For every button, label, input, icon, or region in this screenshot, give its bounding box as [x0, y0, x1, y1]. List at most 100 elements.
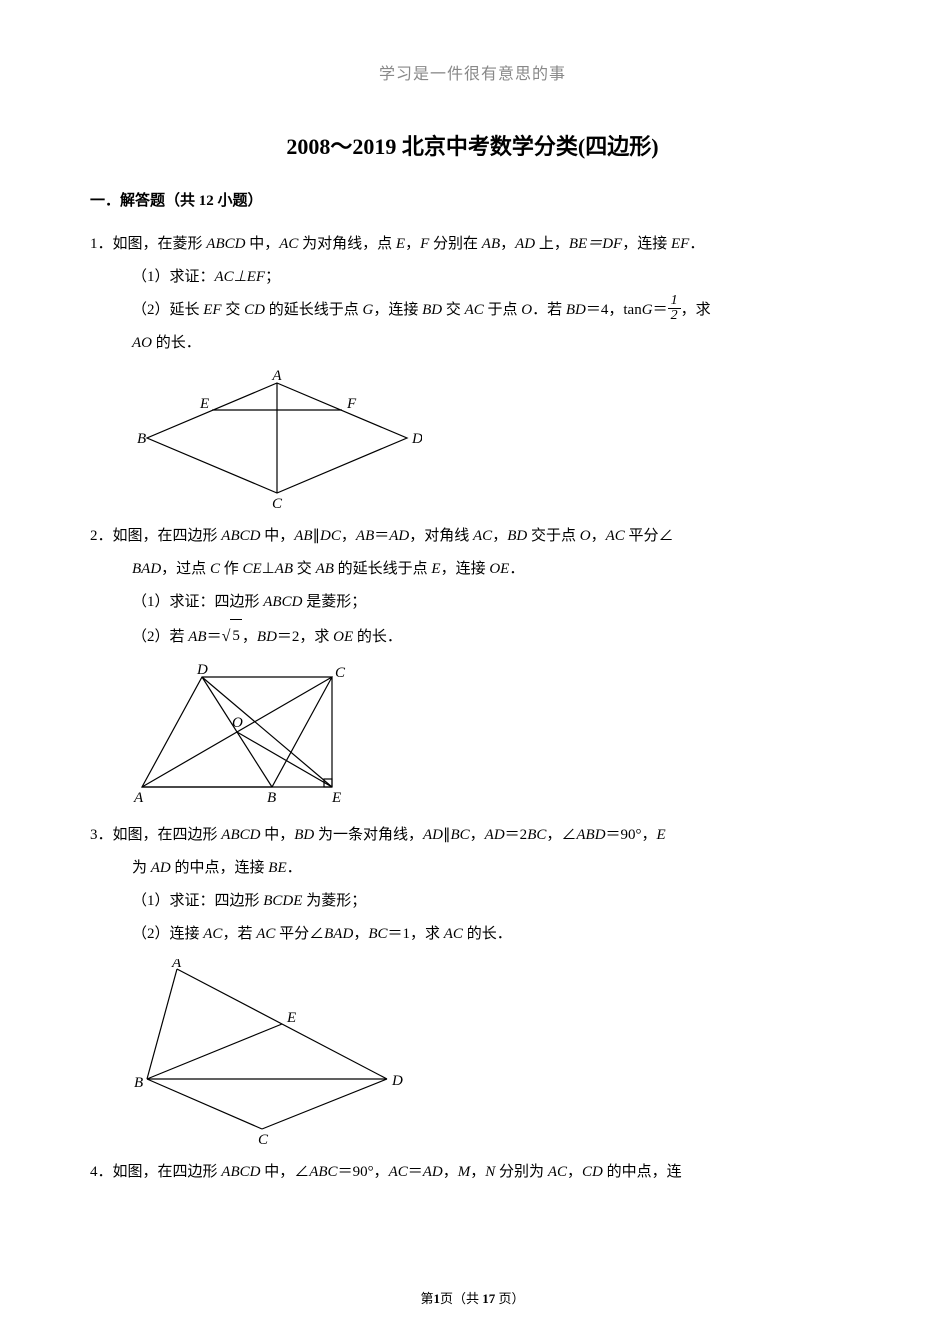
t: OE [333, 629, 353, 645]
t: BE＝DF [569, 236, 622, 252]
t: ， [591, 528, 606, 544]
t: AB [316, 561, 334, 577]
p1-sub1: （1）求证：AC⊥EF； [90, 261, 855, 294]
t: F [420, 236, 429, 252]
p3-sub2: （2）连接 AC，若 AC 平分∠BAD，BC＝1，求 AC 的长． [90, 918, 855, 951]
t: AC⊥EF [215, 269, 266, 285]
p1-sub2: （2）延长 EF 交 CD 的延长线于点 G，连接 BD 交 AC 于点 O．若… [90, 294, 855, 327]
t: AB [275, 561, 293, 577]
t: ， [492, 528, 507, 544]
t: ＝ [653, 302, 668, 318]
svg-text:A: A [133, 790, 144, 806]
t: 交于点 [527, 528, 580, 544]
t: ， [567, 1164, 582, 1180]
t: ． [689, 236, 704, 252]
t: BD [507, 528, 527, 544]
t: 如图，在四边形 [113, 528, 222, 544]
t: 第 [420, 1291, 433, 1306]
sqrt: 5 [222, 619, 242, 654]
t: ，若 [222, 926, 256, 942]
t: ．若 [532, 302, 566, 318]
svg-text:A: A [171, 959, 182, 971]
t: ． [509, 561, 524, 577]
svg-text:C: C [258, 1132, 269, 1144]
denominator: 2 [668, 309, 681, 323]
t: ＝4，tan [586, 302, 642, 318]
p4-num: 4． [90, 1164, 113, 1180]
t: BD [257, 629, 277, 645]
t: 的延长线于点 [334, 561, 432, 577]
t: AC [606, 528, 625, 544]
t: AB [294, 528, 312, 544]
t: （1）求证：四边形 [132, 594, 263, 610]
t: 的长． [353, 629, 402, 645]
svg-text:C: C [335, 665, 346, 681]
t: （1）求证： [132, 269, 215, 285]
t: 如图，在四边形 [113, 1164, 222, 1180]
p1-num: 1． [90, 236, 113, 252]
problem-2: 2．如图，在四边形 ABCD 中，AB∥DC，AB＝AD，对角线 AC，BD 交… [90, 520, 855, 807]
t: ，连接 [373, 302, 422, 318]
t: 如图，在菱形 [113, 236, 207, 252]
svg-text:B: B [137, 431, 146, 447]
t: 为 [132, 860, 151, 876]
t: 为对角线，点 [298, 236, 396, 252]
figure-3: A B D E C [132, 959, 855, 1144]
t: ； [265, 269, 280, 285]
t: CE [242, 561, 261, 577]
t: 中，∠ [260, 1164, 309, 1180]
t: ABCD [221, 528, 260, 544]
t: AC [444, 926, 463, 942]
t: ⊥ [262, 561, 275, 577]
t: 中， [245, 236, 279, 252]
t: ，对角线 [409, 528, 473, 544]
t: 为一条对角线， [314, 827, 423, 843]
t: AC [203, 926, 222, 942]
svg-text:D: D [196, 662, 208, 678]
svg-text:A: A [271, 368, 282, 384]
t: 中， [260, 827, 294, 843]
svg-text:B: B [134, 1075, 143, 1091]
t: ， [470, 1164, 485, 1180]
p3-sub1: （1）求证：四边形 BCDE 为菱形； [90, 885, 855, 918]
t: 中， [260, 528, 294, 544]
t: 页（共 [440, 1291, 482, 1306]
t: 交 [293, 561, 316, 577]
svg-text:E: E [331, 790, 341, 806]
t: ＝1，求 [388, 926, 444, 942]
t: BC [527, 827, 546, 843]
t: ． [287, 860, 302, 876]
t: ＝ [374, 528, 389, 544]
t: BD [294, 827, 314, 843]
t: BC [368, 926, 387, 942]
t: AC [465, 302, 484, 318]
t: ， [470, 827, 485, 843]
t: AC [389, 1164, 408, 1180]
t: AO [132, 335, 152, 351]
t: 平分∠ [625, 528, 674, 544]
t: AC [256, 926, 275, 942]
t: 的中点，连接 [171, 860, 269, 876]
t: CD [582, 1164, 603, 1180]
t: 于点 [484, 302, 522, 318]
svg-text:E: E [199, 396, 209, 412]
t: ，连接 [622, 236, 671, 252]
t: O [580, 528, 591, 544]
t: O [521, 302, 532, 318]
t: E [431, 561, 440, 577]
t: ， [443, 1164, 458, 1180]
t: 分别为 [495, 1164, 548, 1180]
t: 页） [495, 1291, 524, 1306]
t: ABD [576, 827, 605, 843]
t: BE [268, 860, 286, 876]
t: 是菱形； [302, 594, 366, 610]
p1-sub3: AO 的长． [90, 327, 855, 360]
svg-text:C: C [272, 496, 283, 508]
t: （1）求证：四边形 [132, 893, 263, 909]
t: CD [244, 302, 265, 318]
problem-1-stem: 1．如图，在菱形 ABCD 中，AC 为对角线，点 E，F 分别在 AB，AD … [90, 228, 855, 261]
t: OE [489, 561, 509, 577]
t: AD [151, 860, 171, 876]
t: ABCD [206, 236, 245, 252]
t: BD [422, 302, 442, 318]
